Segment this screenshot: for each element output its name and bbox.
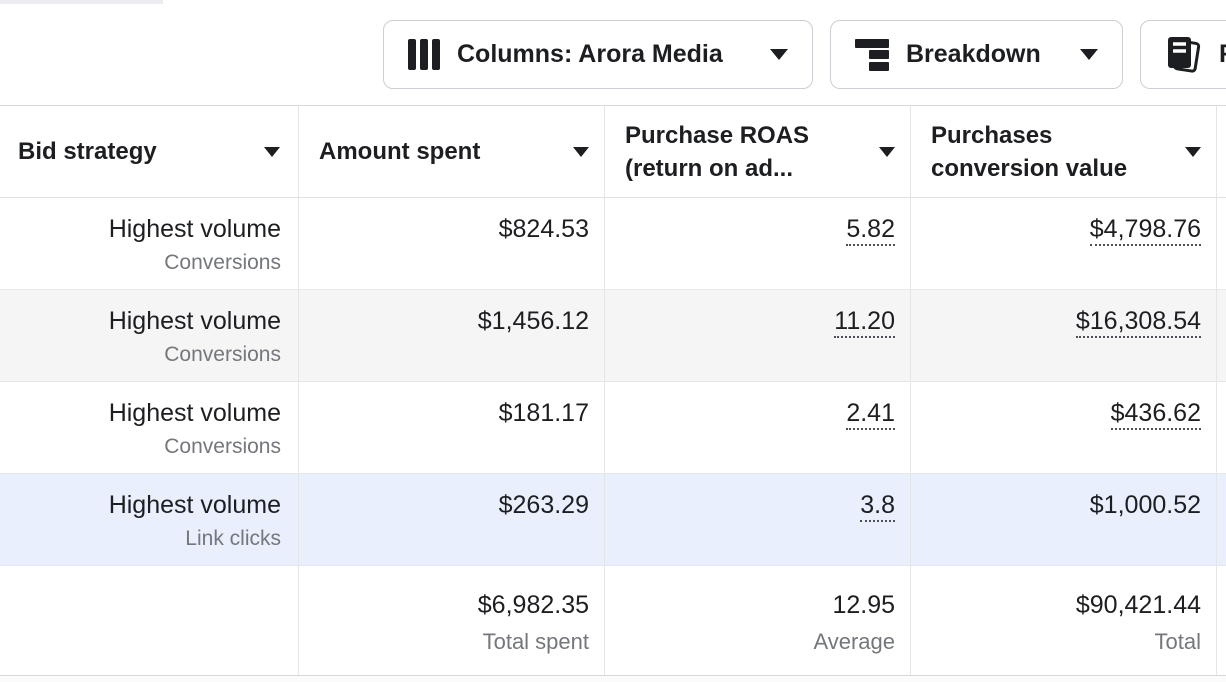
column-header-label: Amount spent — [319, 138, 481, 165]
reports-button[interactable]: R — [1140, 20, 1226, 89]
total-spent-label: Total spent — [482, 629, 589, 654]
bid-strategy-value: Highest volume — [108, 491, 281, 519]
conversion-value-cell: $436.62 — [911, 382, 1217, 473]
conversion-value-cell: $4,798.76 — [911, 198, 1217, 289]
breakdown-button[interactable]: Breakdown — [830, 20, 1123, 89]
table-bottom-strip — [0, 676, 1226, 682]
conversion-value[interactable]: $16,308.54 — [1075, 307, 1201, 338]
roas-average-value: 12.95 — [832, 591, 895, 619]
reports-icon — [1168, 36, 1201, 73]
chevron-down-icon[interactable] — [264, 146, 280, 157]
purchase-roas-cell: 2.41 — [605, 382, 911, 473]
row-filler-cell — [1217, 198, 1226, 289]
table-totals-row: $6,982.35 Total spent 12.95 Average $90,… — [0, 566, 1226, 676]
chevron-down-icon[interactable] — [1185, 146, 1201, 157]
conversion-total-label: Total — [1154, 629, 1201, 654]
amount-spent-cell: $263.29 — [299, 474, 605, 565]
table-row[interactable]: Highest volume Link clicks $263.29 3.8 $… — [0, 474, 1226, 566]
purchase-roas-value[interactable]: 3.8 — [860, 491, 895, 522]
bid-goal-value: Conversions — [164, 435, 281, 458]
column-header-label: Purchases conversion value — [931, 121, 1128, 182]
column-header-bid-strategy[interactable]: Bid strategy — [0, 106, 299, 197]
amount-spent-value: $1,456.12 — [477, 307, 589, 335]
table-row[interactable]: Highest volume Conversions $181.17 2.41 … — [0, 382, 1226, 474]
column-header-label: Bid strategy — [18, 138, 157, 165]
bid-goal-value: Conversions — [164, 251, 281, 274]
chevron-down-icon — [1080, 49, 1098, 60]
bid-strategy-cell: Highest volume Conversions — [0, 290, 299, 381]
breakdown-button-label: Breakdown — [906, 40, 1041, 68]
conversion-value: $1,000.52 — [1089, 491, 1201, 519]
conversion-total-value: $90,421.44 — [1075, 591, 1201, 619]
amount-spent-cell: $1,456.12 — [299, 290, 605, 381]
totals-purchase-roas-cell: 12.95 Average — [605, 566, 911, 675]
bid-strategy-cell: Highest volume Conversions — [0, 382, 299, 473]
column-header-purchase-roas[interactable]: Purchase ROAS (return on ad... — [605, 106, 911, 197]
toolbar: Columns: Arora Media Breakdown R — [383, 20, 1226, 89]
table-row[interactable]: Highest volume Conversions $824.53 5.82 … — [0, 198, 1226, 290]
purchase-roas-cell: 5.82 — [605, 198, 911, 289]
column-header-label: Purchase ROAS (return on ad... — [625, 121, 810, 182]
row-filler-cell — [1217, 290, 1226, 381]
columns-icon — [408, 39, 440, 70]
table-row[interactable]: Highest volume Conversions $1,456.12 11.… — [0, 290, 1226, 382]
purchase-roas-value[interactable]: 5.82 — [846, 215, 895, 246]
column-header-conversion-value[interactable]: Purchases conversion value — [911, 106, 1217, 197]
bid-strategy-value: Highest volume — [108, 215, 281, 243]
purchase-roas-value[interactable]: 11.20 — [834, 307, 895, 338]
window-edge-artifact — [0, 0, 163, 4]
table-header-row: Bid strategy Amount spent Purchase ROAS(… — [0, 106, 1226, 198]
amount-spent-value: $181.17 — [498, 399, 589, 427]
conversion-value[interactable]: $436.62 — [1110, 399, 1201, 430]
row-filler-cell — [1217, 566, 1226, 675]
bid-strategy-value: Highest volume — [108, 307, 281, 335]
bid-strategy-cell: Highest volume Link clicks — [0, 474, 299, 565]
reports-button-label: R — [1219, 40, 1226, 69]
purchase-roas-value[interactable]: 2.41 — [846, 399, 895, 430]
bid-strategy-cell: Highest volume Conversions — [0, 198, 299, 289]
row-filler-cell — [1217, 382, 1226, 473]
amount-spent-cell: $181.17 — [299, 382, 605, 473]
breakdown-icon — [855, 38, 889, 71]
row-filler-cell — [1217, 474, 1226, 565]
columns-button[interactable]: Columns: Arora Media — [383, 20, 813, 89]
amount-spent-value: $263.29 — [498, 491, 589, 519]
bid-goal-value: Conversions — [164, 343, 281, 366]
conversion-value-cell: $16,308.54 — [911, 290, 1217, 381]
amount-spent-value: $824.53 — [498, 215, 589, 243]
totals-conversion-value-cell: $90,421.44 Total — [911, 566, 1217, 675]
bid-goal-value: Link clicks — [185, 527, 281, 550]
roas-average-label: Average — [813, 629, 895, 654]
columns-button-label: Columns: Arora Media — [457, 40, 723, 68]
purchase-roas-cell: 3.8 — [605, 474, 911, 565]
bid-strategy-value: Highest volume — [108, 399, 281, 427]
amount-spent-cell: $824.53 — [299, 198, 605, 289]
chevron-down-icon — [770, 49, 788, 60]
purchase-roas-cell: 11.20 — [605, 290, 911, 381]
chevron-down-icon[interactable] — [879, 146, 895, 157]
chevron-down-icon[interactable] — [573, 146, 589, 157]
header-filler-cell — [1217, 106, 1226, 197]
totals-empty-cell — [0, 566, 299, 675]
conversion-value-cell: $1,000.52 — [911, 474, 1217, 565]
conversion-value[interactable]: $4,798.76 — [1089, 215, 1201, 246]
totals-amount-spent-cell: $6,982.35 Total spent — [299, 566, 605, 675]
column-header-amount-spent[interactable]: Amount spent — [299, 106, 605, 197]
total-spent-value: $6,982.35 — [477, 591, 589, 619]
ads-table: Bid strategy Amount spent Purchase ROAS(… — [0, 105, 1226, 682]
